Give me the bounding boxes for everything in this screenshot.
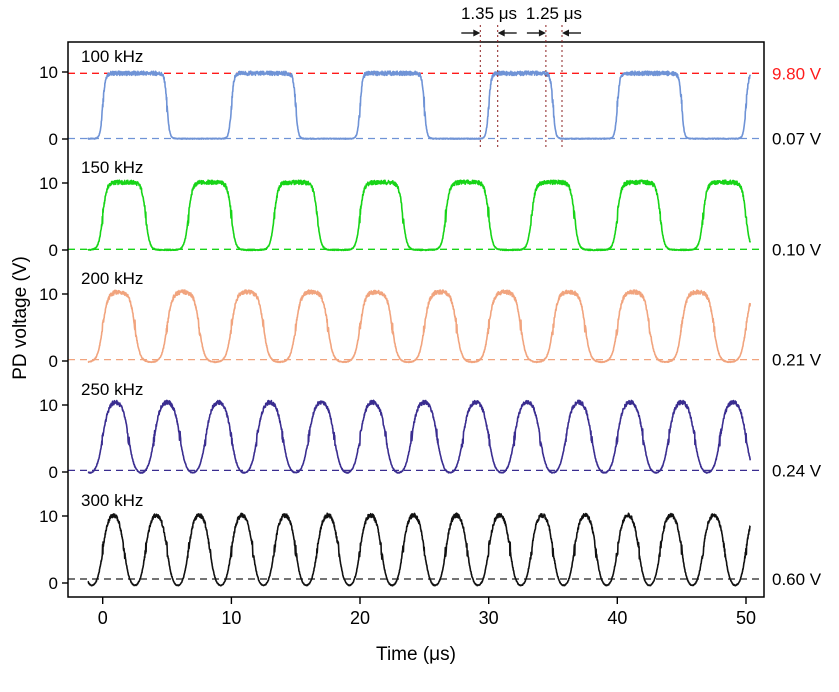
annotation-arrowhead (562, 29, 569, 37)
waveform-trace-150khz (87, 179, 751, 252)
plot-frame (67, 41, 765, 598)
annotation-arrowhead (538, 29, 546, 37)
panel-label-100khz: 100 kHz (81, 47, 143, 66)
waveform-trace-300khz (87, 512, 751, 587)
x-tick-label: 10 (221, 608, 241, 628)
annotation-label: 1.35 μs (461, 4, 517, 23)
x-tick-label: 30 (479, 608, 499, 628)
top-voltage-label-100khz: 9.80 V (772, 64, 822, 83)
panel-label-250khz: 250 kHz (81, 380, 143, 399)
annotation-arrowhead (473, 29, 481, 37)
x-tick-label: 20 (350, 608, 370, 628)
panel-label-150khz: 150 kHz (81, 158, 143, 177)
offset-voltage-label-100khz: 0.07 V (772, 130, 822, 149)
waveform-trace-250khz (87, 399, 751, 474)
x-tick-label: 0 (98, 608, 108, 628)
y-tick-label: 0 (49, 241, 58, 260)
panel-label-300khz: 300 kHz (81, 491, 143, 510)
y-tick-label: 10 (39, 396, 58, 415)
waveform-trace-100khz (87, 70, 751, 140)
y-tick-label: 10 (39, 63, 58, 82)
y-tick-label: 10 (39, 285, 58, 304)
x-tick-label: 40 (607, 608, 627, 628)
x-tick-label: 50 (736, 608, 756, 628)
x-axis-label: Time (μs) (376, 644, 456, 665)
offset-voltage-label-150khz: 0.10 V (772, 240, 822, 259)
offset-voltage-label-300khz: 0.60 V (772, 570, 822, 589)
y-axis-label: PD voltage (V) (10, 256, 31, 380)
y-tick-label: 0 (49, 352, 58, 371)
y-tick-label: 0 (49, 574, 58, 593)
offset-voltage-label-250khz: 0.24 V (772, 461, 822, 480)
y-tick-label: 10 (39, 507, 58, 526)
waveform-trace-200khz (87, 289, 751, 364)
y-tick-label: 10 (39, 174, 58, 193)
y-tick-label: 0 (49, 463, 58, 482)
annotation-arrowhead (497, 29, 505, 37)
annotation-label: 1.25 μs (526, 4, 582, 23)
panel-label-200khz: 200 kHz (81, 269, 143, 288)
y-tick-label: 0 (49, 130, 58, 149)
offset-voltage-label-200khz: 0.21 V (772, 351, 822, 370)
